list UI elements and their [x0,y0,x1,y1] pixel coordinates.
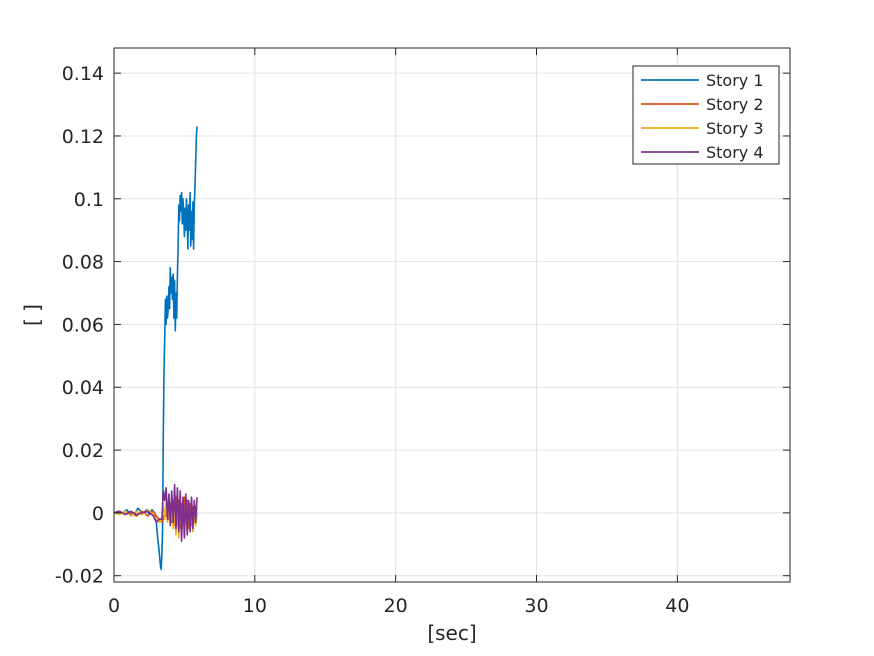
legend-label-story-1: Story 1 [706,71,764,90]
legend-label-story-3: Story 3 [706,119,764,138]
y-tick-label: -0.02 [55,566,104,588]
y-tick-label: 0.14 [62,63,104,85]
y-tick-label: 0.1 [74,189,104,211]
y-tick-label: 0.04 [62,377,104,399]
x-tick-label: 20 [384,595,408,617]
grid [113,48,790,582]
axis-ticks: 0 10 20 30 40-0.0200.020.040.060.080.10.120.… [55,48,790,617]
series-line-story-4 [113,483,198,543]
x-tick-label: 40 [665,595,689,617]
y-tick-label: 0.02 [62,440,104,462]
y-tick-label: 0.08 [62,252,104,274]
x-tick-label: 30 [524,595,548,617]
x-tick-label: 0 [108,595,120,617]
y-axis-label: [ ] [20,304,44,326]
y-tick-label: 0 [92,503,104,525]
x-axis-label: [sec] [427,621,476,645]
y-tick-label: 0.12 [62,126,104,148]
x-tick-label: 10 [243,595,267,617]
plot-frame [113,47,791,583]
legend: Story 1 Story 2 Story 3 Story 4 [632,65,780,165]
legend-label-story-4: Story 4 [706,143,764,162]
y-tick-label: 0.06 [62,314,104,336]
series-layer [113,126,198,571]
legend-box [632,65,780,165]
legend-label-story-2: Story 2 [706,95,764,114]
